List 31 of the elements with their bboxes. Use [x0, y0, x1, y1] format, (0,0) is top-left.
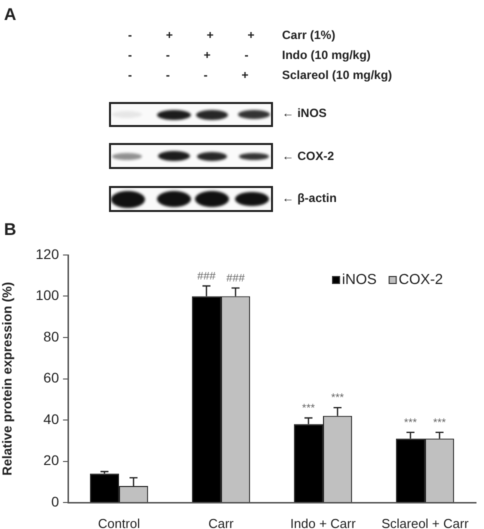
y-tick-label: 100 [36, 287, 60, 304]
text: A [4, 5, 16, 24]
text: ← iNOS [282, 106, 327, 120]
legend-label: COX-2 [398, 272, 444, 288]
y-tick-label: 80 [43, 328, 60, 344]
text: Indo (10 mg/kg) [282, 48, 371, 62]
text: - - + - [128, 48, 248, 62]
text: Sclareol (10 mg/kg) [282, 68, 392, 82]
x-tick-label: Control [98, 516, 140, 529]
text: Carr (1%) [282, 28, 336, 42]
text: ← COX-2 [282, 149, 334, 163]
annotation: ### [197, 270, 217, 282]
y-tick-label: 120 [36, 246, 60, 262]
y-axis-title: Relative protein expression (%) [0, 282, 14, 476]
y-tick-label: 60 [43, 370, 60, 386]
annotation: *** [404, 416, 418, 429]
text: - + + + [128, 28, 255, 42]
text: ← β-actin [282, 191, 337, 205]
y-tick-label: 20 [43, 452, 60, 468]
x-tick-label: Sclareol + Carr [381, 516, 470, 529]
x-tick-label: Indo + Carr [290, 516, 356, 529]
x-tick-label: Carr [208, 516, 234, 529]
y-tick-label: 40 [43, 410, 60, 427]
annotation: ### [226, 272, 246, 285]
text: - - - + [128, 68, 248, 82]
legend-label: iNOS [342, 272, 377, 288]
annotation: *** [433, 416, 447, 429]
y-tick-label: 0 [51, 493, 60, 510]
annotation: *** [302, 402, 316, 414]
annotation: *** [331, 392, 345, 404]
text: B [4, 220, 16, 239]
